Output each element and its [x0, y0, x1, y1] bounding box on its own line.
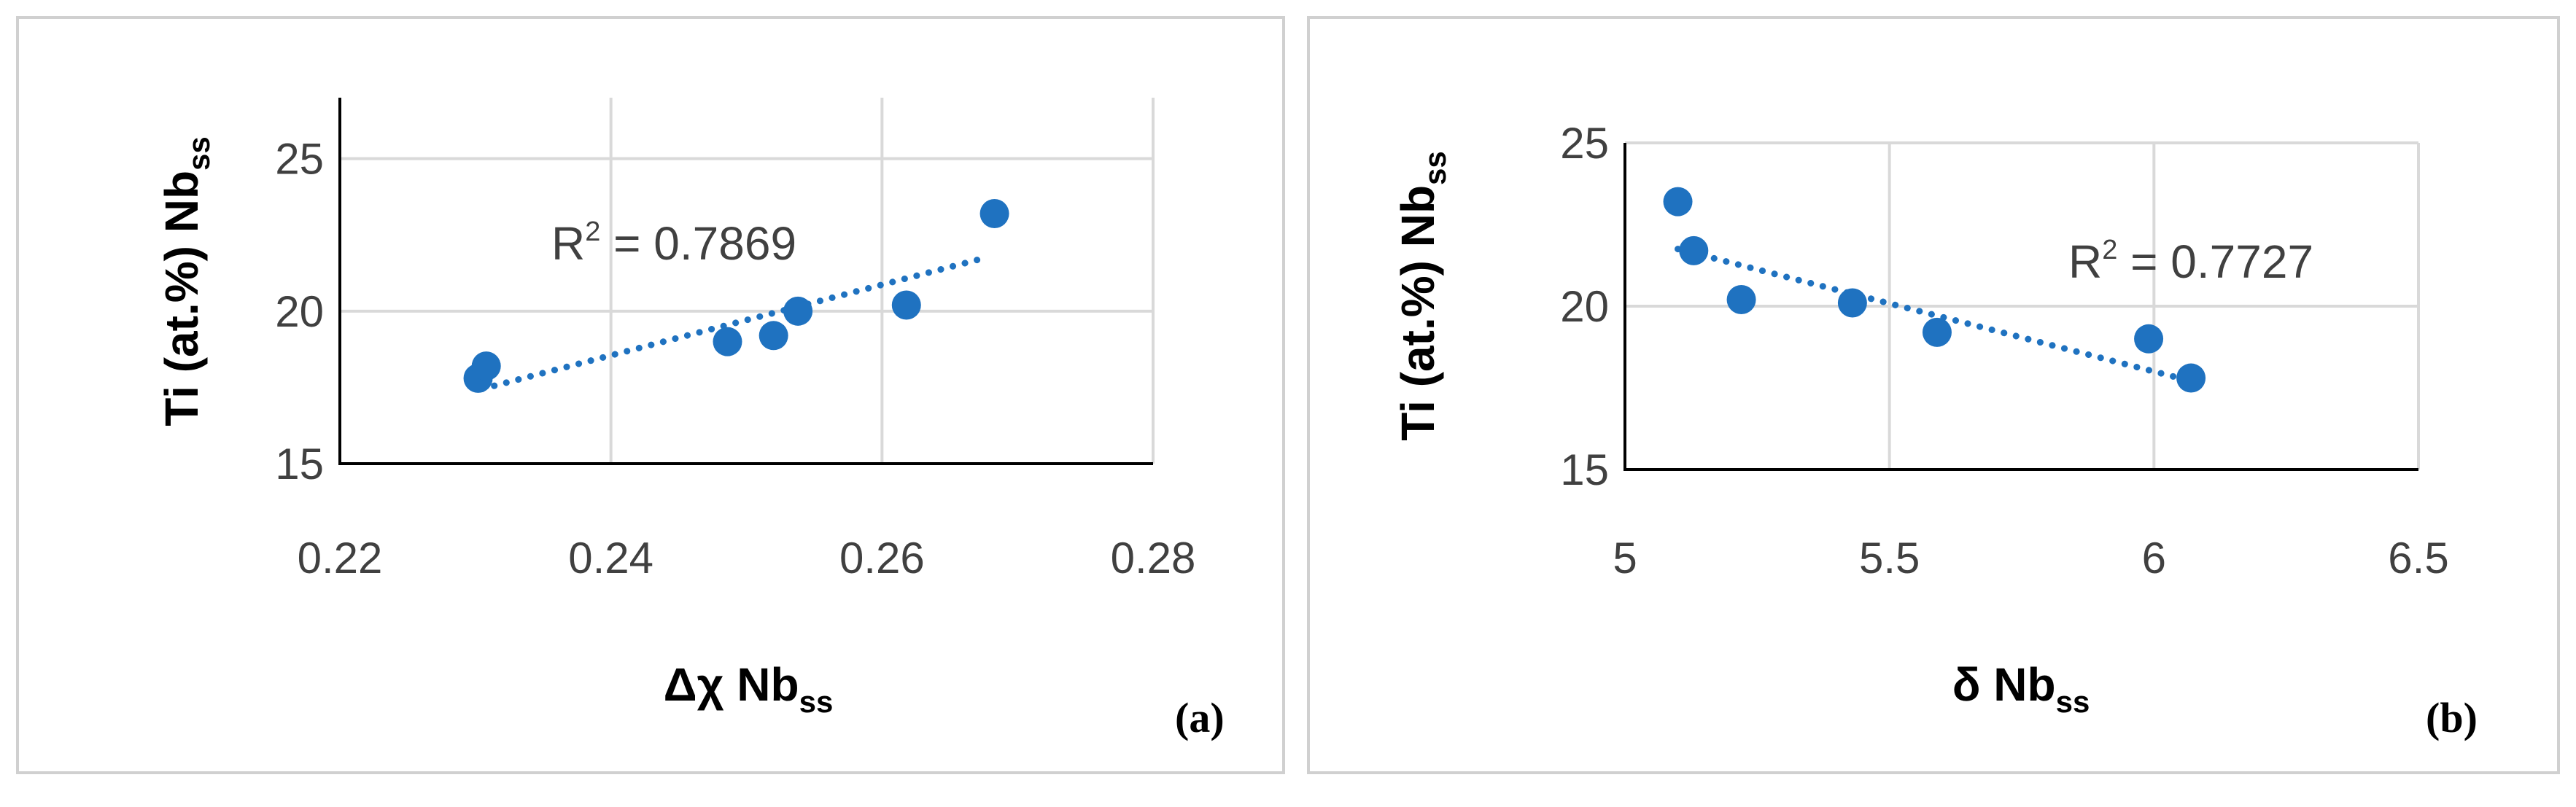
x-tick-label: 5.5: [1859, 534, 1920, 582]
trendline: [1675, 246, 2189, 383]
x-tick-label: 5: [1613, 534, 1637, 582]
y-tick-label: 15: [275, 440, 324, 488]
trendline: [478, 256, 983, 393]
chart-b-svg: 5 5.5 6 6.5 15 20 25 R2 = 0.7727 δ Nbss Ti (at.%)…: [1392, 119, 2449, 719]
data-point: [1679, 235, 1709, 265]
data-point: [1663, 187, 1693, 217]
data-point: [891, 290, 921, 320]
y-tick-label: 25: [1560, 119, 1609, 168]
data-point: [2176, 363, 2206, 393]
chart-a-svg: 0.22 0.24 0.26 0.28 15 20 25 R2 = 0.7869 Δχ Nbss…: [155, 98, 1196, 719]
x-tick-label: 0.28: [1111, 534, 1196, 582]
data-point: [759, 321, 788, 351]
y-tick-label: 25: [275, 135, 324, 184]
y-tick-label: 20: [1560, 282, 1609, 331]
data-point: [783, 296, 813, 326]
y-axis-title: Ti (at.%) Nbss: [1392, 151, 1452, 441]
x-axis-title: Δχ Nbss: [664, 658, 834, 719]
chart-panel-b: 5 5.5 6 6.5 15 20 25 R2 = 0.7727 δ Nbss Ti (at.%)…: [1307, 16, 2560, 774]
y-tick-label: 15: [1560, 445, 1609, 494]
x-tick-label: 0.24: [568, 534, 653, 582]
y-tick-label: 20: [275, 287, 324, 336]
data-point: [713, 327, 742, 356]
data-point: [1726, 285, 1756, 315]
data-point: [471, 351, 501, 381]
r-squared-label: R2 = 0.7727: [2068, 235, 2313, 288]
data-point: [1837, 288, 1867, 318]
data-point: [979, 198, 1009, 228]
panel-label-b: (b): [2426, 694, 2478, 741]
chart-panel-a: 0.22 0.24 0.26 0.28 15 20 25 R2 = 0.7869 Δχ Nbss…: [16, 16, 1285, 774]
y-axis-title: Ti (at.%) Nbss: [155, 136, 216, 426]
panel-label-a: (a): [1175, 694, 1225, 741]
x-axis-title: δ Nbss: [1952, 658, 2090, 719]
data-point: [2134, 324, 2164, 354]
x-tick-label: 0.22: [298, 534, 383, 582]
data-point: [1922, 317, 1952, 347]
x-tick-label: 0.26: [839, 534, 925, 582]
x-tick-label: 6: [2142, 534, 2166, 582]
r-squared-label: R2 = 0.7869: [551, 217, 796, 270]
x-tick-label: 6.5: [2388, 534, 2448, 582]
